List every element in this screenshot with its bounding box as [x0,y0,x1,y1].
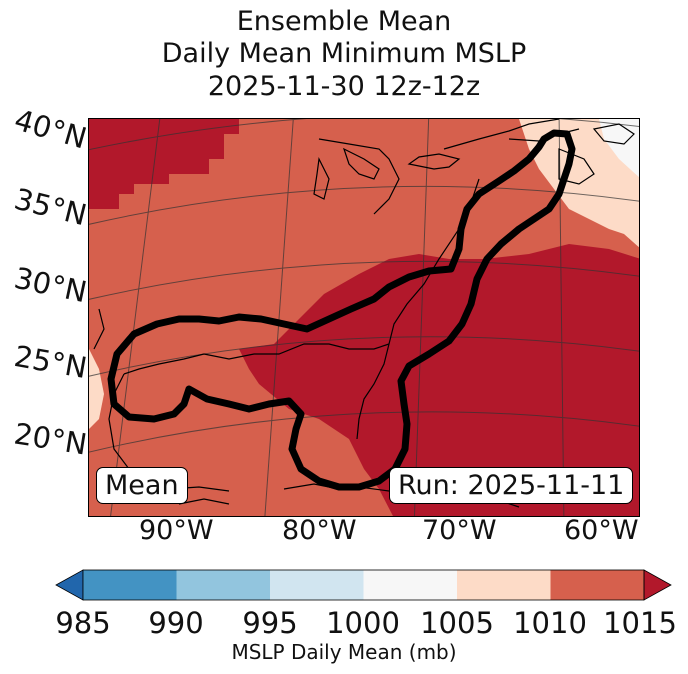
colorbar-tick-985: 985 [55,606,111,640]
colorbar-extend-low [55,569,84,601]
mean-badge: Mean [96,467,188,504]
field-1005-1010-west [89,349,104,429]
lat-label-20n: 20°N [11,416,90,462]
run-badge: Run: 2025-11-11 [389,467,634,504]
title-line-1: Ensemble Mean [236,6,452,37]
lon-label-60w: 60°W [564,515,639,546]
map-panel [88,118,640,517]
colorbar-bin-1000-1005 [363,570,457,600]
colorbar-label: MSLP Daily Mean (mb) [231,640,457,664]
colorbar-tick-995: 995 [242,606,298,640]
lat-label-35n: 35°N [10,181,91,233]
lat-label-30n: 30°N [11,260,90,310]
colorbar-bin-995-1000 [270,570,364,600]
lat-label-25n: 25°N [11,338,90,386]
title-line-2: Daily Mean Minimum MSLP [161,38,527,69]
colorbar-tick-1000: 1000 [326,606,400,640]
lat-label-40n: 40°N [10,102,91,156]
mslp-map [89,119,639,516]
colorbar-tick-1010: 1010 [513,606,587,640]
colorbar-tick-1005: 1005 [420,606,494,640]
colorbar-frame [82,569,645,601]
colorbar-bin-1010-1015 [550,570,644,600]
title-line-3: 2025-11-30 12z-12z [207,71,481,102]
colorbar-tick-990: 990 [148,606,204,640]
contour-outline [107,129,576,491]
colorbar [55,569,672,601]
colorbar-bin-990-995 [176,570,270,600]
lon-label-70w: 70°W [422,515,497,546]
colorbar-bin-1005-1010 [457,570,551,600]
colorbar-bin-985-990 [83,570,177,600]
field-1005-1010-northeast [519,119,639,248]
lon-label-90w: 90°W [139,515,214,546]
lon-label-80w: 80°W [282,515,357,546]
colorbar-extend-high [643,569,672,601]
colorbar-tick-1015: 1015 [603,606,677,640]
field-above-1015-northwest [89,119,239,209]
field-1000-1005-northeast [599,119,639,178]
